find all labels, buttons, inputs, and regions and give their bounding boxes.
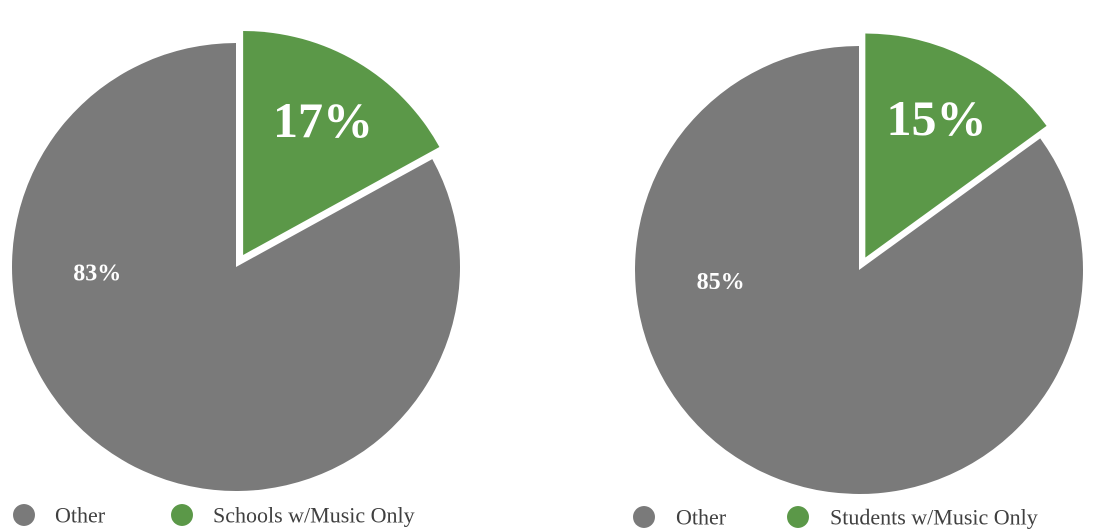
pie-slice-students-w-music-only — [865, 33, 1047, 258]
pie-chart-schools: 17% 83% Other Schools w/Music Only — [12, 30, 461, 528]
legend-marker-students-w-music-only — [787, 506, 809, 528]
legend-label-students-w-music-only: Students w/Music Only — [830, 505, 1038, 530]
legend-marker-other — [633, 506, 655, 528]
legend-label-schools-w-music-only: Schools w/Music Only — [213, 503, 415, 528]
legend-marker-other — [13, 504, 35, 526]
slice-label-schools-w-music-only: 17% — [273, 92, 373, 148]
slice-label-students-w-music-only: 15% — [887, 90, 987, 146]
legend-marker-schools-w-music-only — [171, 504, 193, 526]
legend-label-other: Other — [676, 505, 727, 530]
pie-slice-other — [635, 46, 1084, 495]
slice-label-other: 85% — [697, 269, 745, 295]
pie-slice-other — [12, 43, 461, 492]
legend-label-other: Other — [55, 503, 106, 528]
pie-slice-schools-w-music-only — [243, 30, 440, 255]
pie-chart-students: 15% 85% Other Students w/Music Only — [633, 33, 1084, 530]
slice-label-other: 83% — [73, 260, 121, 286]
